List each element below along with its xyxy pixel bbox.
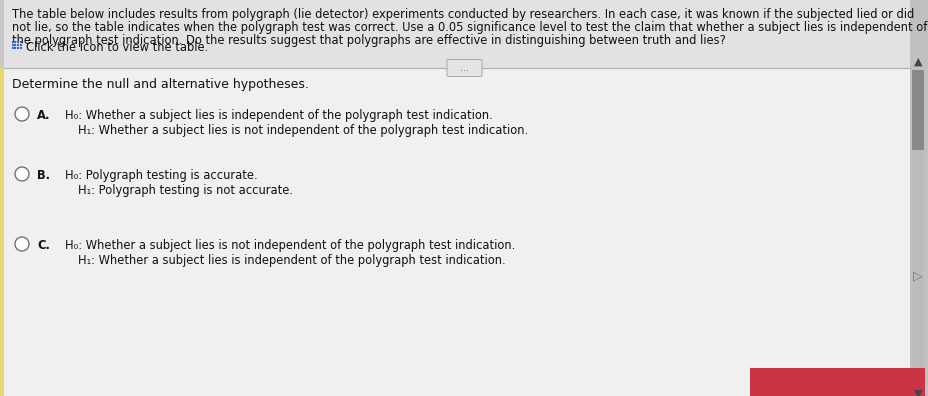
Bar	[4, 0, 909, 68]
Text: H₁: Polygraph testing is not accurate.: H₁: Polygraph testing is not accurate.	[78, 184, 292, 197]
Bar	[911, 70, 923, 386]
Text: H₀: Polygraph testing is accurate.: H₀: Polygraph testing is accurate.	[65, 169, 257, 182]
Text: H₀: Whether a subject lies is not independent of the polygraph test indication.: H₀: Whether a subject lies is not indepe…	[65, 239, 515, 252]
Text: ...: ...	[459, 63, 469, 73]
Bar	[911, 70, 923, 150]
Circle shape	[15, 237, 29, 251]
Text: B.: B.	[37, 169, 50, 182]
Bar	[0, 68, 4, 396]
Text: the polygraph test indication. Do the results suggest that polygraphs are effect: the polygraph test indication. Do the re…	[12, 34, 725, 47]
Text: H₁: Whether a subject lies is independent of the polygraph test indication.: H₁: Whether a subject lies is independen…	[78, 254, 505, 267]
Text: ▲: ▲	[913, 57, 922, 67]
Bar	[909, 0, 928, 396]
Circle shape	[15, 167, 29, 181]
Text: not lie, so the table indicates when the polygraph test was correct. Use a 0.05 : not lie, so the table indicates when the…	[12, 21, 926, 34]
Bar	[12, 41, 22, 49]
Bar	[749, 368, 924, 396]
Circle shape	[15, 107, 29, 121]
Text: C.: C.	[37, 239, 50, 252]
Text: Determine the null and alternative hypotheses.: Determine the null and alternative hypot…	[12, 78, 308, 91]
Bar	[4, 68, 909, 396]
Bar	[0, 0, 4, 396]
Text: Click the icon to view the table.: Click the icon to view the table.	[26, 41, 208, 54]
Text: H₀: Whether a subject lies is independent of the polygraph test indication.: H₀: Whether a subject lies is independen…	[65, 109, 492, 122]
Text: H₁: Whether a subject lies is not independent of the polygraph test indication.: H₁: Whether a subject lies is not indepe…	[78, 124, 527, 137]
FancyBboxPatch shape	[446, 59, 482, 76]
Text: ▼: ▼	[913, 389, 922, 396]
Text: A.: A.	[37, 109, 50, 122]
Text: ▷: ▷	[912, 270, 922, 282]
Text: The table below includes results from polygraph (lie detector) experiments condu: The table below includes results from po…	[12, 8, 913, 21]
